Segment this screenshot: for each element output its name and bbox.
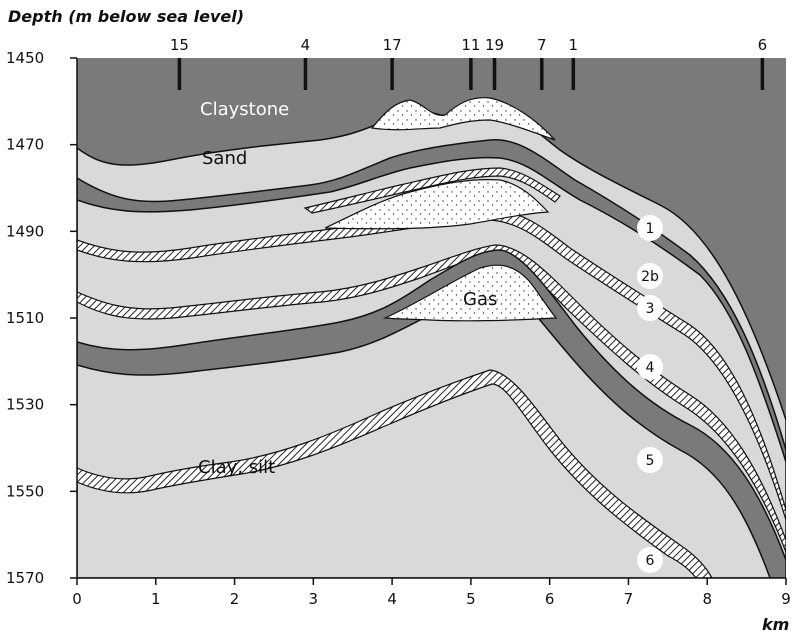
- x-tick-label: 4: [387, 590, 397, 608]
- well-label: 6: [758, 36, 768, 54]
- x-tick-label: 5: [466, 590, 476, 608]
- layer-marker-2b: 2b: [637, 263, 663, 289]
- gas-pocket: [382, 264, 558, 322]
- layer-marker-5: 5: [637, 447, 663, 473]
- y-tick-label: 1550: [6, 482, 44, 500]
- layer-marker-4: 4: [637, 354, 663, 380]
- sand-label: Sand: [202, 148, 247, 169]
- well-labels: 15 4 17 11 19 7 1 6: [170, 36, 767, 54]
- y-tick-label: 1490: [6, 222, 44, 240]
- x-tick-label: 0: [72, 590, 82, 608]
- layer-marker-3: 3: [637, 295, 663, 321]
- y-tick-label: 1510: [6, 309, 44, 327]
- well-label: 15: [170, 36, 189, 54]
- svg-text:3: 3: [646, 301, 655, 317]
- crest-dotted-lens: [324, 179, 550, 230]
- clay-silt-label: Clay, silt: [198, 457, 275, 478]
- svg-text:6: 6: [646, 553, 655, 569]
- y-axis-ticks: 1450 1470 1490 1510 1530 1550 1570: [6, 49, 77, 587]
- svg-text:5: 5: [646, 453, 655, 469]
- claystone-label: Claystone: [200, 99, 289, 120]
- well-label: 1: [569, 36, 579, 54]
- hatched-bed-3: [77, 244, 786, 553]
- well-label: 17: [383, 36, 402, 54]
- well-label: 7: [537, 36, 547, 54]
- plot-area: [77, 58, 786, 578]
- svg-text:1: 1: [646, 221, 655, 237]
- crest-dotted-cap: [370, 97, 556, 141]
- svg-text:2b: 2b: [641, 269, 659, 285]
- y-tick-label: 1570: [6, 569, 44, 587]
- x-tick-label: 1: [151, 590, 161, 608]
- x-tick-label: 2: [230, 590, 240, 608]
- y-tick-label: 1530: [6, 396, 44, 414]
- x-unit-label: km: [762, 615, 789, 634]
- layer-marker-6: 6: [637, 547, 663, 573]
- well-label: 19: [485, 36, 504, 54]
- svg-text:4: 4: [646, 360, 655, 376]
- well-label: 11: [461, 36, 480, 54]
- x-tick-label: 7: [624, 590, 634, 608]
- axis-title: Depth (m below sea level): [8, 7, 244, 26]
- hatched-bed-1: [303, 167, 561, 214]
- x-tick-label: 6: [545, 590, 555, 608]
- well-markers: [177, 58, 765, 90]
- gas-label: Gas: [463, 289, 497, 310]
- well-label: 4: [301, 36, 311, 54]
- x-tick-label: 8: [702, 590, 712, 608]
- y-tick-label: 1470: [6, 136, 44, 154]
- x-tick-label: 9: [781, 590, 791, 608]
- x-axis-ticks: 0 1 2 3 4 5 6 7 8 9: [72, 578, 791, 608]
- lower-dark-band: [77, 249, 786, 578]
- x-tick-label: 3: [309, 590, 319, 608]
- y-tick-label: 1450: [6, 49, 44, 67]
- clay-silt-bed: [77, 369, 713, 578]
- layer-marker-1: 1: [637, 215, 663, 241]
- upper-dark-band: [77, 139, 786, 463]
